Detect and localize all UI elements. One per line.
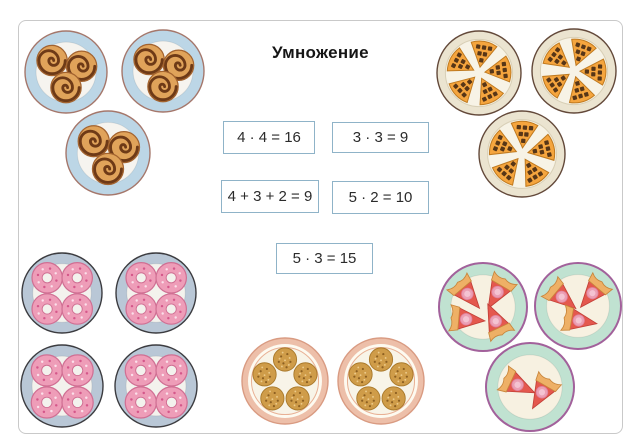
- pink-donut-icon: [124, 354, 158, 387]
- cookie-icon: [356, 386, 381, 411]
- pie-slice-icon: [531, 370, 563, 410]
- plate-group-donuts[interactable]: [18, 250, 200, 430]
- waffle-slice-icon: [526, 133, 556, 161]
- plate-of-cookie[interactable]: [239, 335, 331, 427]
- plate-group-cinnamon-rolls[interactable]: [22, 27, 207, 198]
- plate-of-pie-slice[interactable]: [532, 260, 624, 352]
- pie-slice-icon: [559, 304, 598, 331]
- equation-box-3x3[interactable]: 3 · 3 = 9: [332, 122, 429, 153]
- cinnamon-roll-icon: [133, 43, 165, 76]
- waffle-slice-icon: [542, 73, 570, 99]
- pink-donut-icon: [125, 293, 158, 325]
- cinnamon-roll-icon: [91, 152, 125, 186]
- pink-donut-icon: [31, 261, 64, 294]
- pink-donut-icon: [61, 354, 94, 387]
- cookie-icon: [260, 386, 285, 411]
- plate-of-cookie[interactable]: [335, 335, 427, 427]
- plate-group-waffles[interactable]: [434, 26, 619, 200]
- waffle-slice-icon: [448, 76, 476, 104]
- cookie-icon: [381, 386, 406, 411]
- plate-of-pink-donut[interactable]: [113, 250, 199, 336]
- plate-of-cinnamon-roll[interactable]: [22, 28, 110, 116]
- page-title: Умножение: [272, 43, 369, 62]
- waffle-slice-icon: [510, 120, 539, 149]
- pink-donut-icon: [61, 261, 94, 294]
- plate-of-cinnamon-roll[interactable]: [119, 27, 207, 115]
- pink-donut-icon: [155, 354, 188, 387]
- plate-of-waffle-slice[interactable]: [476, 108, 568, 200]
- pink-donut-icon: [30, 354, 64, 387]
- plate-of-pink-donut[interactable]: [112, 342, 200, 430]
- cinnamon-roll-icon: [77, 125, 110, 158]
- plate-of-pink-donut[interactable]: [19, 250, 105, 336]
- waffle-slice-icon: [491, 157, 519, 186]
- pink-donut-icon: [61, 293, 94, 325]
- equation-box-4plus3plus2[interactable]: 4 + 3 + 2 = 9: [221, 180, 319, 213]
- equation-box-5x3[interactable]: 5 · 3 = 15: [276, 243, 373, 274]
- waffle-slice-icon: [483, 55, 512, 83]
- cookie-icon: [389, 362, 414, 387]
- pie-slice-icon: [540, 275, 577, 310]
- plate-of-waffle-slice[interactable]: [529, 26, 619, 116]
- waffle-slice-icon: [542, 42, 571, 68]
- plate-of-pie-slice[interactable]: [483, 340, 577, 434]
- pink-donut-icon: [31, 293, 64, 325]
- pink-donut-icon: [125, 261, 158, 294]
- cookie-icon: [285, 386, 310, 411]
- equation-box-4x4[interactable]: 4 · 4 = 16: [223, 121, 315, 154]
- waffle-slice-icon: [568, 75, 596, 104]
- pink-donut-icon: [124, 386, 158, 419]
- slide: Умножение 4 · 4 = 16 3 · 3 = 9 4 + 3 + 2…: [18, 20, 623, 434]
- plate-of-pie-slice[interactable]: [436, 260, 530, 354]
- waffle-slice-icon: [446, 47, 475, 72]
- cinnamon-roll-icon: [50, 71, 82, 104]
- cinnamon-roll-icon: [107, 130, 141, 164]
- plate-of-pink-donut[interactable]: [18, 342, 106, 430]
- cookie-icon: [368, 347, 394, 372]
- waffle-slice-icon: [571, 38, 597, 67]
- cookie-icon: [293, 362, 318, 387]
- pink-donut-icon: [155, 261, 188, 294]
- equation-box-5x2[interactable]: 5 · 2 = 10: [332, 181, 429, 214]
- pie-slice-icon: [487, 270, 519, 310]
- cinnamon-roll-icon: [162, 49, 195, 82]
- plate-group-pies[interactable]: [436, 260, 624, 434]
- cookie-icon: [272, 347, 298, 372]
- pie-slice-icon: [496, 365, 536, 394]
- pie-slice-icon: [579, 271, 614, 309]
- cookie-icon: [348, 362, 373, 387]
- pink-donut-icon: [155, 386, 188, 419]
- waffle-slice-icon: [479, 77, 505, 106]
- cookie-icon: [252, 362, 277, 387]
- cinnamon-roll-icon: [65, 50, 98, 83]
- waffle-slice-icon: [470, 40, 498, 69]
- cinnamon-roll-icon: [147, 70, 179, 103]
- pink-donut-icon: [155, 293, 188, 325]
- cinnamon-roll-icon: [36, 44, 68, 77]
- waffle-slice-icon: [524, 158, 550, 187]
- plate-group-cookies[interactable]: [239, 335, 427, 427]
- pie-slice-icon: [487, 303, 516, 343]
- pink-donut-icon: [61, 386, 94, 419]
- waffle-slice-icon: [488, 129, 518, 156]
- pie-slice-icon: [447, 304, 487, 332]
- pink-donut-icon: [30, 386, 64, 419]
- waffle-slice-icon: [578, 58, 607, 86]
- pie-slice-icon: [445, 271, 481, 310]
- plate-of-cinnamon-roll[interactable]: [63, 108, 153, 198]
- plate-of-waffle-slice[interactable]: [434, 28, 524, 118]
